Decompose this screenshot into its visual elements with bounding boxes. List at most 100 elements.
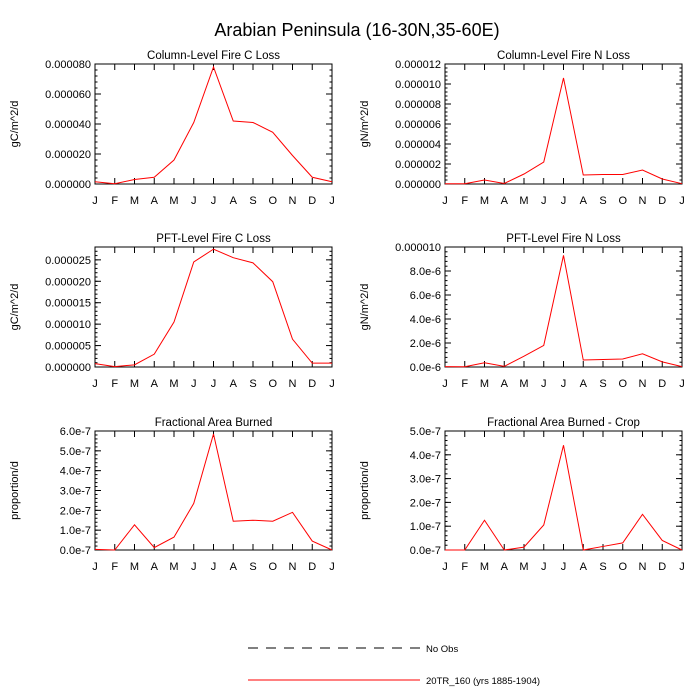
y-tick-label: 3.0e-7 (60, 486, 91, 498)
x-tick-label: A (151, 561, 159, 573)
x-tick-label: J (329, 561, 335, 573)
x-tick-label: J (679, 195, 685, 207)
x-tick-label: N (639, 195, 647, 207)
x-tick-label: F (461, 195, 468, 207)
x-tick-label: O (268, 561, 277, 573)
x-tick-label: A (580, 561, 588, 573)
y-tick-label: 6.0e-6 (410, 290, 441, 302)
y-tick-label: 6.0e-7 (60, 426, 91, 438)
x-tick-label: M (169, 195, 178, 207)
y-tick-label: 1.0e-7 (410, 521, 441, 533)
y-axis-label: gN/m^2/d (359, 101, 371, 148)
y-tick-label: 0.000015 (45, 298, 91, 310)
panel-title: Fractional Area Burned - Crop (487, 417, 640, 429)
x-tick-label: D (308, 378, 316, 390)
y-tick-label: 0.000006 (395, 119, 441, 131)
x-tick-label: A (501, 195, 509, 207)
panel-title: Column-Level Fire N Loss (497, 50, 630, 62)
x-tick-label: A (501, 378, 509, 390)
x-tick-label: O (618, 561, 627, 573)
x-tick-label: F (111, 378, 118, 390)
y-axis-label: gC/m^2/d (9, 101, 21, 148)
x-tick-label: J (541, 195, 547, 207)
y-tick-label: 0.000060 (45, 89, 91, 101)
x-tick-label: F (111, 195, 118, 207)
x-tick-label: J (92, 195, 98, 207)
x-tick-label: O (268, 195, 277, 207)
x-tick-label: J (329, 378, 335, 390)
y-tick-label: 0.000040 (45, 119, 91, 131)
y-tick-label: 3.0e-7 (410, 474, 441, 486)
x-tick-label: N (289, 195, 297, 207)
x-tick-label: S (249, 378, 256, 390)
y-tick-label: 0.000020 (45, 276, 91, 288)
x-tick-label: O (268, 378, 277, 390)
x-tick-label: M (480, 195, 489, 207)
chart-panel: Fractional Area Burned proportion/d 0.0e-7… (9, 417, 335, 573)
legend-obs-label: No Obs (426, 644, 458, 655)
x-tick-label: J (442, 561, 448, 573)
x-tick-label: N (639, 378, 647, 390)
y-tick-label: 0.000000 (45, 179, 91, 191)
series-line (444, 255, 683, 368)
chart-panel: PFT-Level Fire N Loss gN/m^2/d 0.0e-6 2.0e-… (359, 233, 685, 390)
y-tick-label: 1.0e-7 (60, 525, 91, 537)
y-tick-label: 4.0e-7 (60, 466, 91, 478)
x-tick-label: D (658, 378, 666, 390)
x-tick-label: J (561, 561, 567, 573)
series-line (94, 433, 333, 551)
panel-title: PFT-Level Fire N Loss (506, 233, 621, 245)
plot-frame (94, 63, 333, 185)
y-tick-label: 2.0e-7 (60, 505, 91, 517)
y-tick-label: 0.000000 (395, 179, 441, 191)
x-tick-label: J (541, 561, 547, 573)
y-tick-label: 0.000012 (395, 59, 441, 71)
x-tick-label: O (618, 378, 627, 390)
x-tick-label: S (599, 378, 606, 390)
x-tick-label: D (308, 195, 316, 207)
x-tick-label: F (461, 378, 468, 390)
chart-panel: PFT-Level Fire C Loss gC/m^2/d 0.000000 0.0… (9, 233, 335, 390)
series-line (444, 77, 683, 185)
x-tick-label: F (111, 561, 118, 573)
y-tick-label: 4.0e-7 (410, 450, 441, 462)
x-tick-label: M (519, 378, 528, 390)
x-tick-label: N (289, 561, 297, 573)
y-tick-label: 4.0e-6 (410, 314, 441, 326)
x-tick-label: N (639, 561, 647, 573)
x-tick-label: M (480, 378, 489, 390)
x-tick-label: J (211, 378, 217, 390)
x-tick-label: J (679, 561, 685, 573)
x-tick-label: S (599, 561, 606, 573)
x-tick-label: M (169, 561, 178, 573)
y-tick-label: 0.000010 (395, 242, 441, 254)
x-tick-label: M (169, 378, 178, 390)
x-tick-label: J (211, 195, 217, 207)
y-tick-label: 0.000008 (395, 99, 441, 111)
x-tick-label: D (658, 561, 666, 573)
x-tick-label: S (249, 195, 256, 207)
x-tick-label: A (230, 195, 238, 207)
x-tick-label: S (249, 561, 256, 573)
x-tick-label: M (480, 561, 489, 573)
y-tick-label: 0.000010 (395, 79, 441, 91)
x-tick-label: A (151, 195, 159, 207)
x-tick-label: M (130, 195, 139, 207)
y-tick-label: 0.000004 (395, 139, 441, 151)
y-tick-label: 0.000000 (45, 362, 91, 374)
x-tick-label: O (618, 195, 627, 207)
y-axis-label: proportion/d (9, 461, 21, 520)
y-tick-label: 0.000080 (45, 59, 91, 71)
x-tick-label: J (211, 561, 217, 573)
y-tick-label: 0.000025 (45, 255, 91, 267)
y-tick-label: 0.0e-6 (410, 362, 441, 374)
x-tick-label: J (191, 561, 197, 573)
y-tick-label: 8.0e-6 (410, 266, 441, 278)
x-tick-label: M (130, 378, 139, 390)
y-tick-label: 5.0e-7 (60, 446, 91, 458)
x-tick-label: A (230, 378, 238, 390)
x-tick-label: N (289, 378, 297, 390)
x-tick-label: J (679, 378, 685, 390)
x-tick-label: D (658, 195, 666, 207)
